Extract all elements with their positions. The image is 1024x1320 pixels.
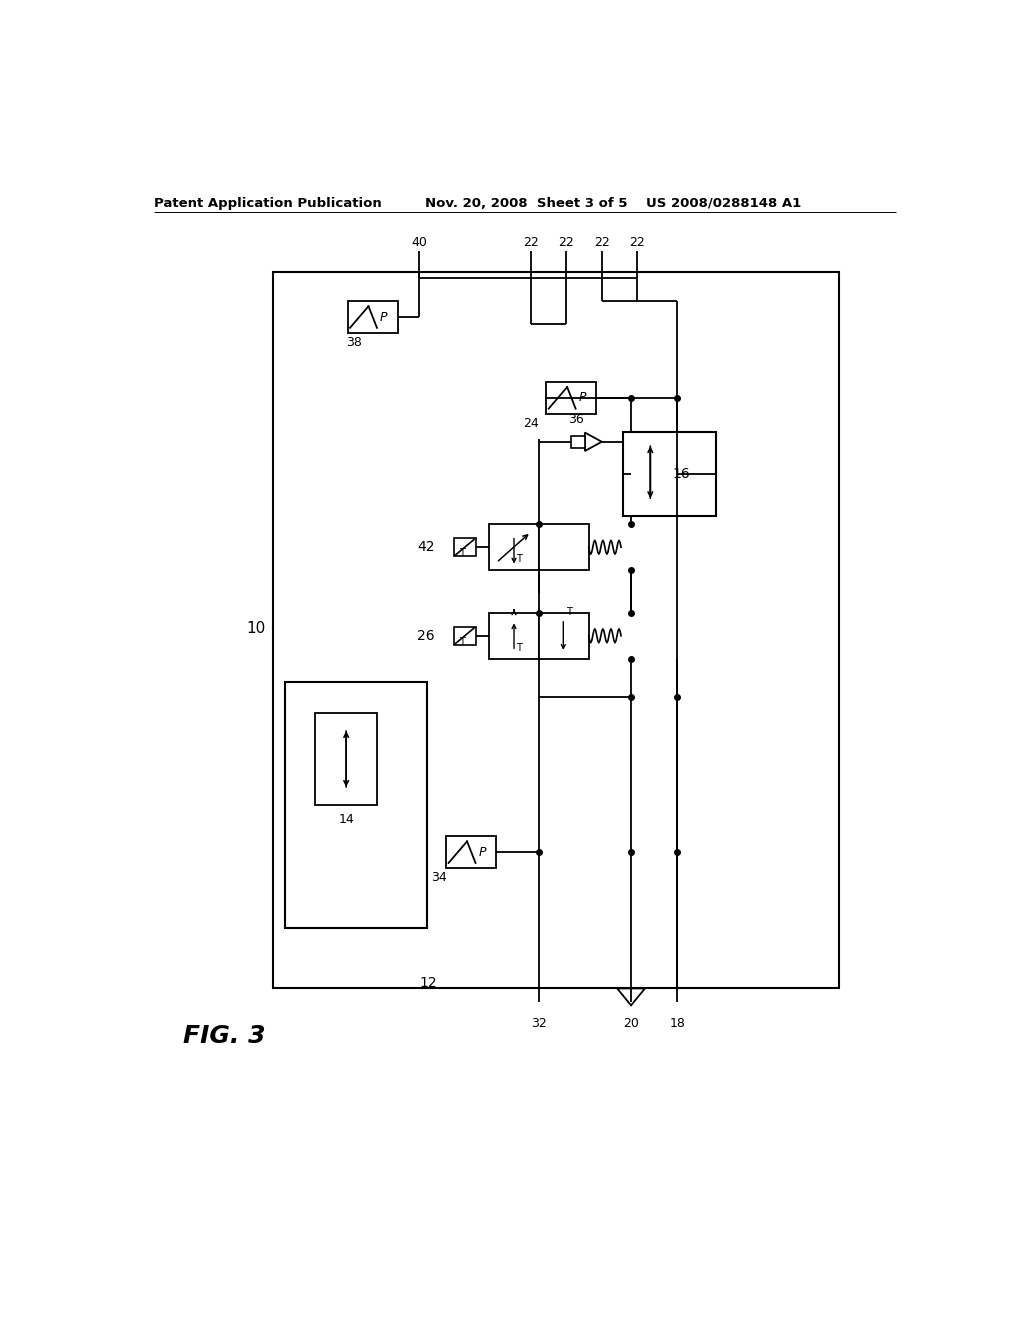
Text: 18: 18	[670, 1016, 685, 1030]
Text: 22: 22	[630, 236, 645, 249]
Text: 22: 22	[523, 236, 539, 249]
Text: 38: 38	[346, 337, 362, 350]
Text: T: T	[516, 643, 522, 653]
Text: 22: 22	[558, 236, 573, 249]
Bar	[624, 432, 716, 516]
Text: T: T	[516, 554, 522, 564]
Text: 16: 16	[672, 467, 690, 480]
Text: T: T	[565, 607, 571, 616]
Text: 26: 26	[417, 628, 435, 643]
Text: 22: 22	[594, 236, 609, 249]
Text: FIG. 3: FIG. 3	[183, 1024, 265, 1048]
Bar	[285, 682, 427, 928]
Text: P: P	[478, 846, 486, 859]
Bar	[454, 627, 475, 645]
Text: 14: 14	[338, 813, 354, 826]
Bar	[273, 272, 839, 989]
Bar	[488, 524, 539, 570]
Text: 34: 34	[431, 871, 446, 884]
Text: 42: 42	[417, 540, 435, 554]
Bar	[454, 539, 475, 557]
Text: 36: 36	[567, 413, 584, 426]
Bar	[315, 713, 377, 805]
Bar	[571, 436, 585, 447]
Text: 20: 20	[624, 1016, 639, 1030]
Text: 40: 40	[412, 236, 427, 249]
Bar	[488, 612, 539, 659]
Polygon shape	[617, 989, 645, 1006]
Text: Patent Application Publication: Patent Application Publication	[154, 197, 381, 210]
Text: 12: 12	[419, 977, 437, 990]
Bar	[547, 381, 596, 414]
Text: T: T	[459, 636, 465, 647]
Text: 32: 32	[530, 1016, 547, 1030]
Text: P: P	[380, 310, 387, 323]
Bar	[539, 612, 589, 659]
Bar	[446, 836, 497, 869]
Text: P: P	[579, 391, 586, 404]
Text: T: T	[459, 548, 465, 558]
Bar	[348, 301, 397, 333]
Bar	[539, 524, 589, 570]
Text: US 2008/0288148 A1: US 2008/0288148 A1	[646, 197, 802, 210]
Text: 10: 10	[246, 620, 265, 636]
Text: 24: 24	[523, 417, 539, 430]
Text: Nov. 20, 2008  Sheet 3 of 5: Nov. 20, 2008 Sheet 3 of 5	[425, 197, 628, 210]
